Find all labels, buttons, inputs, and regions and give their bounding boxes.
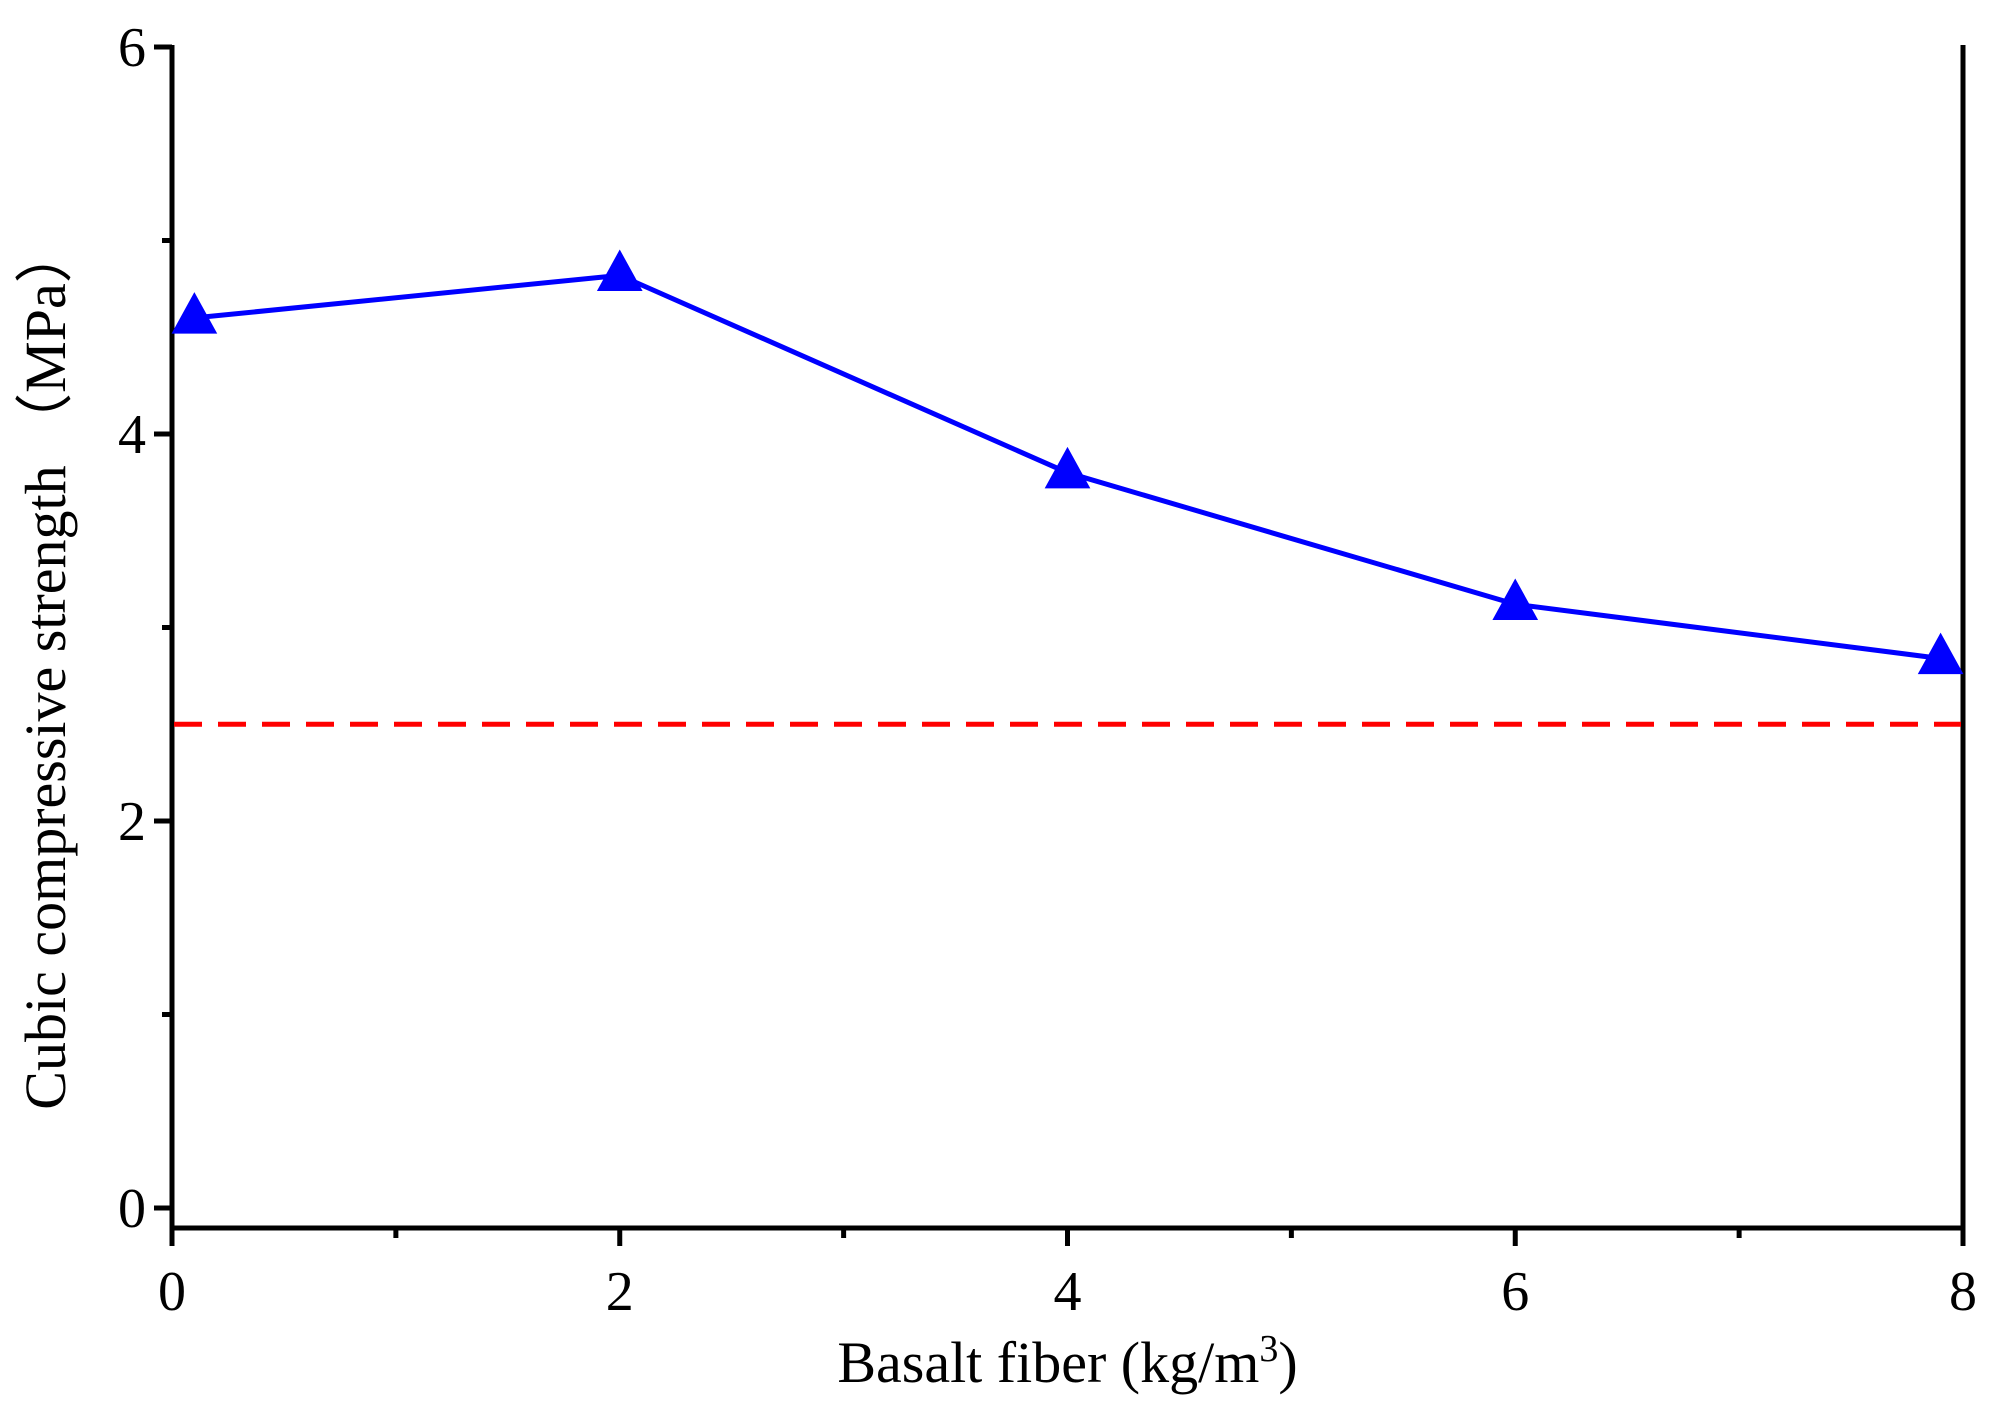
y-tick-label: 2 [118,791,146,853]
y-tick-label: 6 [118,17,146,79]
x-axis-title-superscript: 3 [1259,1328,1278,1370]
data-point-triangle [171,292,218,334]
y-axis-title: Cubic compressive strength （MPa） [13,225,78,1109]
x-axis-title-suffix: ) [1278,1330,1297,1395]
axes [169,45,1966,1231]
y-tick-label: 0 [118,1178,146,1240]
y-tick-label: 4 [118,404,146,466]
x-tick-label: 6 [1501,1261,1529,1323]
x-tick-label: 8 [1949,1261,1977,1323]
x-tick-label: 4 [1054,1261,1082,1323]
ticks: 0 2 4 6 0 2 4 6 8 [118,17,1977,1323]
data-point-triangle [1044,446,1091,489]
data-point-triangle [1917,632,1964,675]
series-group [171,249,1964,675]
data-point-triangle [1492,578,1539,620]
x-tick-label: 2 [606,1261,634,1323]
x-tick-label: 0 [158,1261,186,1323]
data-point-triangle [596,249,643,292]
x-axis-title-main: Basalt fiber (kg/m [837,1330,1259,1395]
x-axis-title: Basalt fiber (kg/m3) [837,1328,1297,1395]
